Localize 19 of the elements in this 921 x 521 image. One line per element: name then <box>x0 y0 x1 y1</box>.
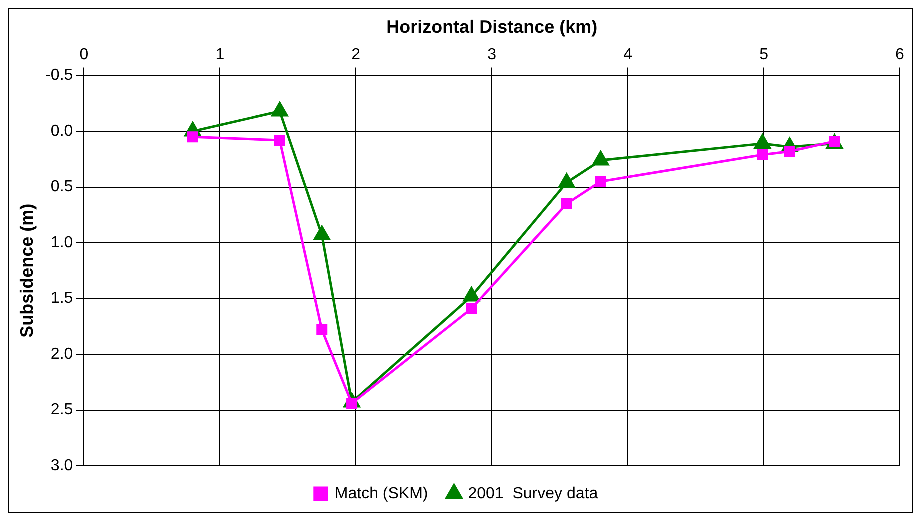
x-axis-title: Horizontal Distance (km) <box>386 16 598 37</box>
x-tick-label: 4 <box>624 46 633 64</box>
y-tick-label: -0.5 <box>46 67 74 84</box>
legend-label: Match (SKM) <box>334 485 428 502</box>
y-tick-label: 0.5 <box>50 178 74 196</box>
y-tick-label: 2.5 <box>50 402 74 419</box>
x-tick-label: 6 <box>896 46 905 64</box>
y-tick-label: 1.5 <box>50 290 74 308</box>
x-tick-label: 2 <box>352 46 361 64</box>
x-tick-label: 1 <box>216 46 225 64</box>
y-tick-label: 2.0 <box>50 346 74 363</box>
y-tick-label: 1.0 <box>50 234 74 252</box>
x-tick-label: 5 <box>760 46 769 64</box>
y-tick-label: 0.0 <box>50 122 74 140</box>
y-tick-label: 3.0 <box>50 457 74 474</box>
x-tick-label: 3 <box>488 46 497 64</box>
y-axis-title: Subsidence (m) <box>16 204 37 338</box>
x-tick-label: 0 <box>80 46 89 64</box>
legend-label: 2001 Survey data <box>468 485 598 502</box>
